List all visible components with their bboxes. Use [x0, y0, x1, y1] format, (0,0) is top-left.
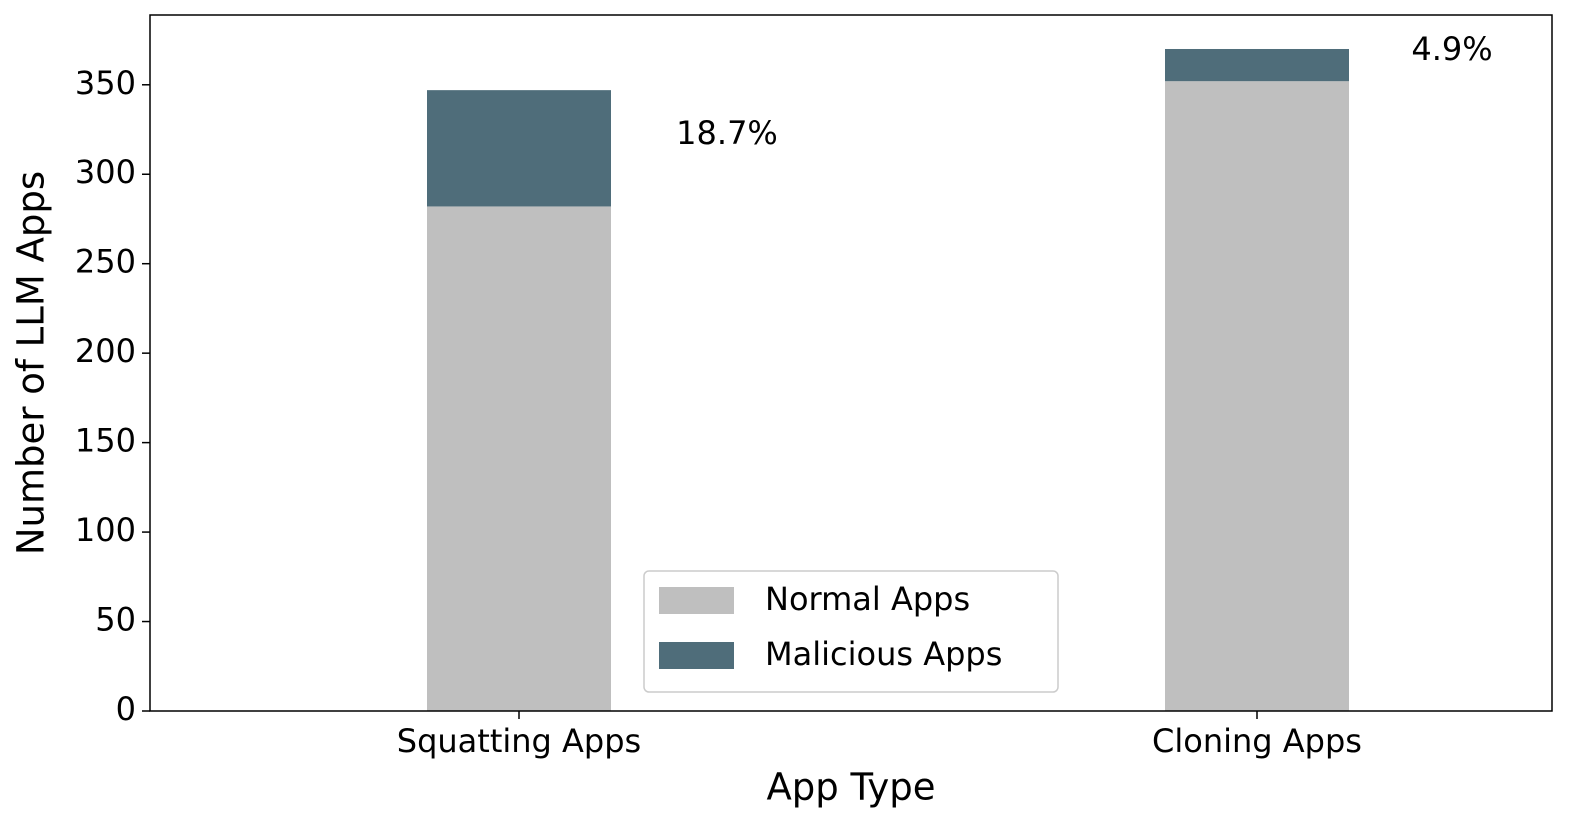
y-tick-label: 150	[75, 422, 136, 460]
bar-segment	[427, 90, 611, 207]
y-tick-label: 300	[75, 153, 136, 191]
annotation: 18.7%	[676, 114, 778, 152]
y-tick-label: 250	[75, 243, 136, 281]
x-tick-label: Cloning Apps	[1152, 722, 1362, 760]
legend-box	[643, 570, 1059, 693]
annotation: 4.9%	[1411, 30, 1492, 68]
legend-swatch	[659, 642, 734, 669]
x-axis-title: App Type	[766, 766, 935, 809]
legend-swatch	[659, 587, 734, 614]
y-axis-title: Number of LLM Apps	[10, 171, 53, 555]
y-tick-label: 350	[75, 64, 136, 102]
y-tick-label: 100	[75, 511, 136, 549]
x-tick-label: Squatting Apps	[397, 722, 641, 760]
bar-segment	[1165, 48, 1349, 82]
legend-label: Malicious Apps	[765, 635, 1002, 673]
y-tick-label: 50	[95, 601, 136, 639]
bar-segment	[1165, 81, 1349, 712]
bar-segment	[427, 206, 611, 711]
y-tick-label: 0	[116, 690, 136, 728]
plot-frame	[149, 14, 1553, 712]
legend-label: Normal Apps	[765, 580, 970, 618]
y-tick-label: 200	[75, 332, 136, 370]
